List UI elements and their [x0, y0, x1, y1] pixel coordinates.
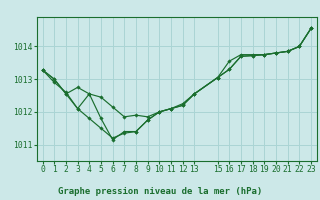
Text: Graphe pression niveau de la mer (hPa): Graphe pression niveau de la mer (hPa)	[58, 187, 262, 196]
